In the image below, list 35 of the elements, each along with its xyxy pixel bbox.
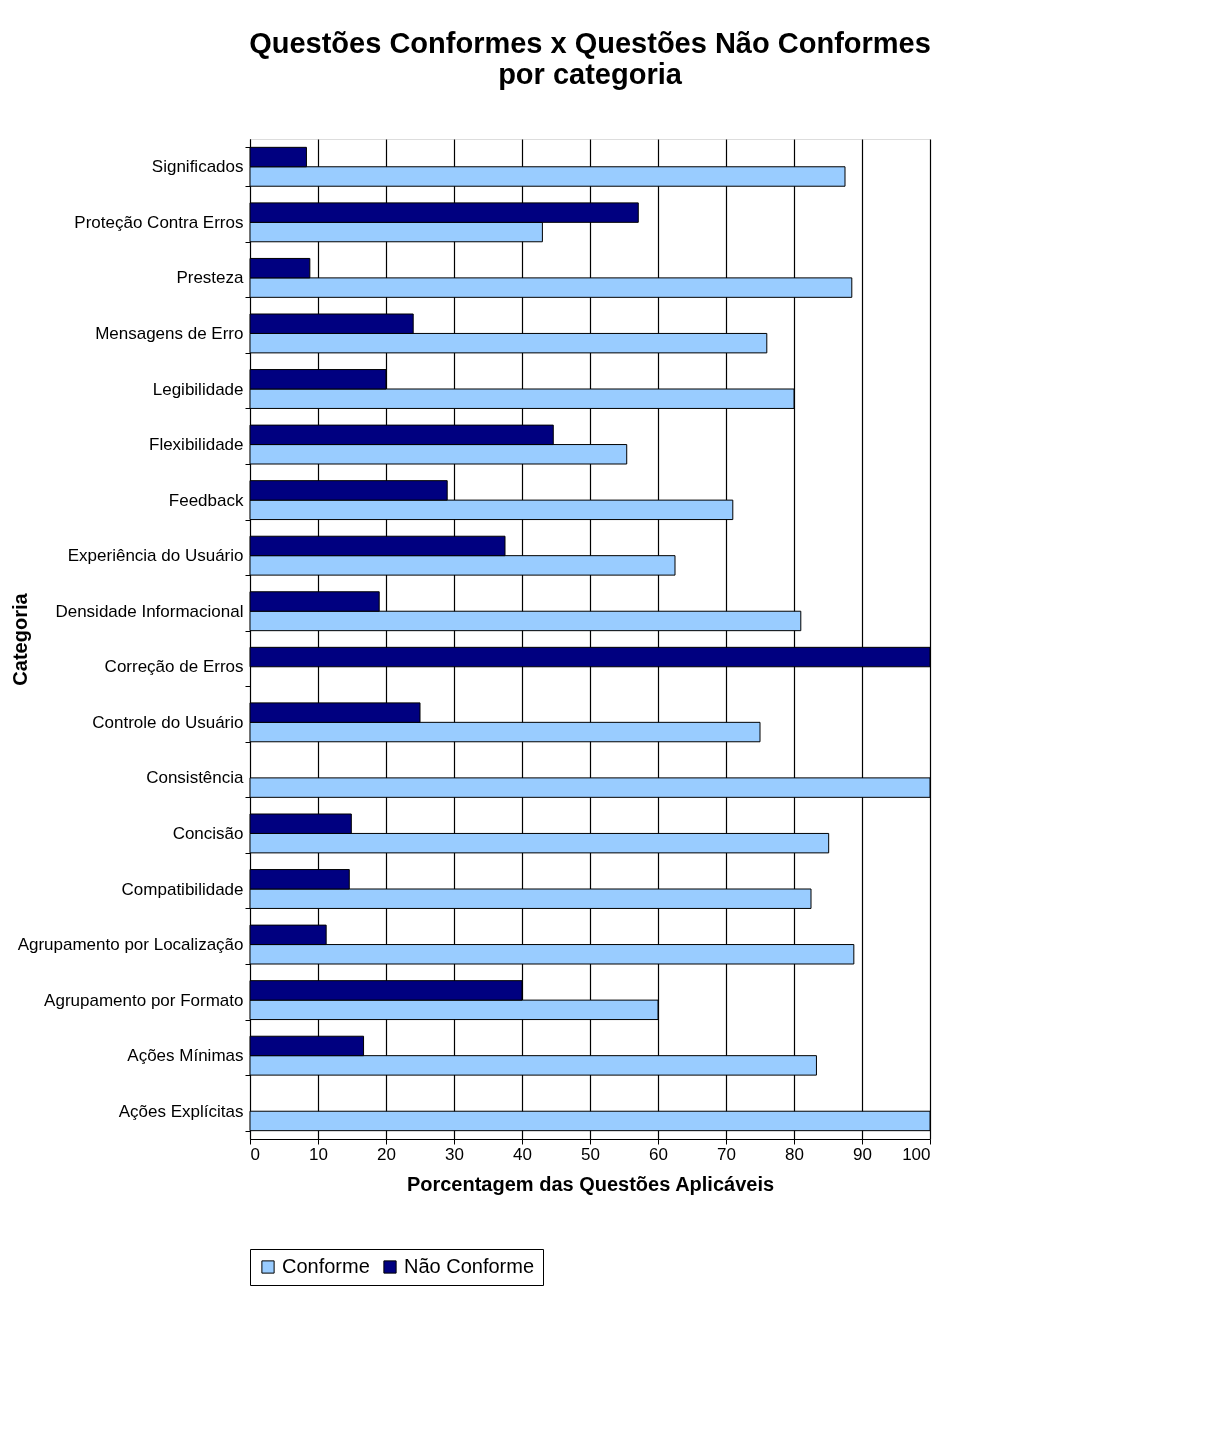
x-tick-label: 60 (649, 1144, 668, 1164)
y-tick-label: Compatibilidade (121, 879, 244, 899)
x-tick-label: 0 (250, 1144, 260, 1164)
x-tick-label: 70 (717, 1144, 736, 1164)
y-tick-label: Proteção Contra Erros (74, 212, 244, 232)
y-tick-label: Significados (151, 157, 244, 177)
y-tick-label: Correção de Erros (104, 657, 244, 677)
y-tick-label: Flexibilidade (149, 435, 244, 455)
chart-subtitle: por categoria (498, 58, 683, 90)
chart-title: Questões Conformes x Questões Não Conformes (249, 27, 931, 59)
y-tick-label: Consistência (146, 768, 245, 788)
y-tick-label: Ações Explícitas (118, 1101, 244, 1121)
x-tick-label: 30 (445, 1144, 464, 1164)
x-tick-label: 10 (309, 1144, 328, 1164)
y-tick-label: Mensagens de Erro (95, 323, 244, 343)
y-tick-label: Concisão (172, 823, 244, 843)
x-tick-label: 90 (853, 1144, 872, 1164)
legend-label: Não Conforme (404, 1255, 535, 1277)
x-tick-label: 50 (581, 1144, 600, 1164)
y-tick-label: Feedback (168, 490, 244, 510)
x-tick-label: 40 (513, 1144, 532, 1164)
y-tick-label: Controle do Usuário (92, 712, 244, 732)
x-axis-title: Porcentagem das Questões Aplicáveis (406, 1172, 775, 1195)
x-tick-label: 80 (785, 1144, 804, 1164)
x-tick-label: 100 (902, 1144, 931, 1164)
y-tick-label: Agrupamento por Formato (44, 990, 244, 1010)
y-tick-label: Ações Mínimas (127, 1046, 244, 1066)
y-tick-label: Presteza (176, 268, 245, 288)
legend-label: Conforme (282, 1255, 370, 1277)
y-tick-label: Densidade Informacional (55, 601, 244, 621)
y-tick-label: Agrupamento por Localização (17, 935, 244, 955)
y-tick-label: Experiência do Usuário (67, 546, 244, 566)
y-axis-title: Categoria (8, 592, 31, 686)
x-tick-label: 20 (377, 1144, 396, 1164)
y-tick-label: Legibilidade (152, 379, 244, 399)
